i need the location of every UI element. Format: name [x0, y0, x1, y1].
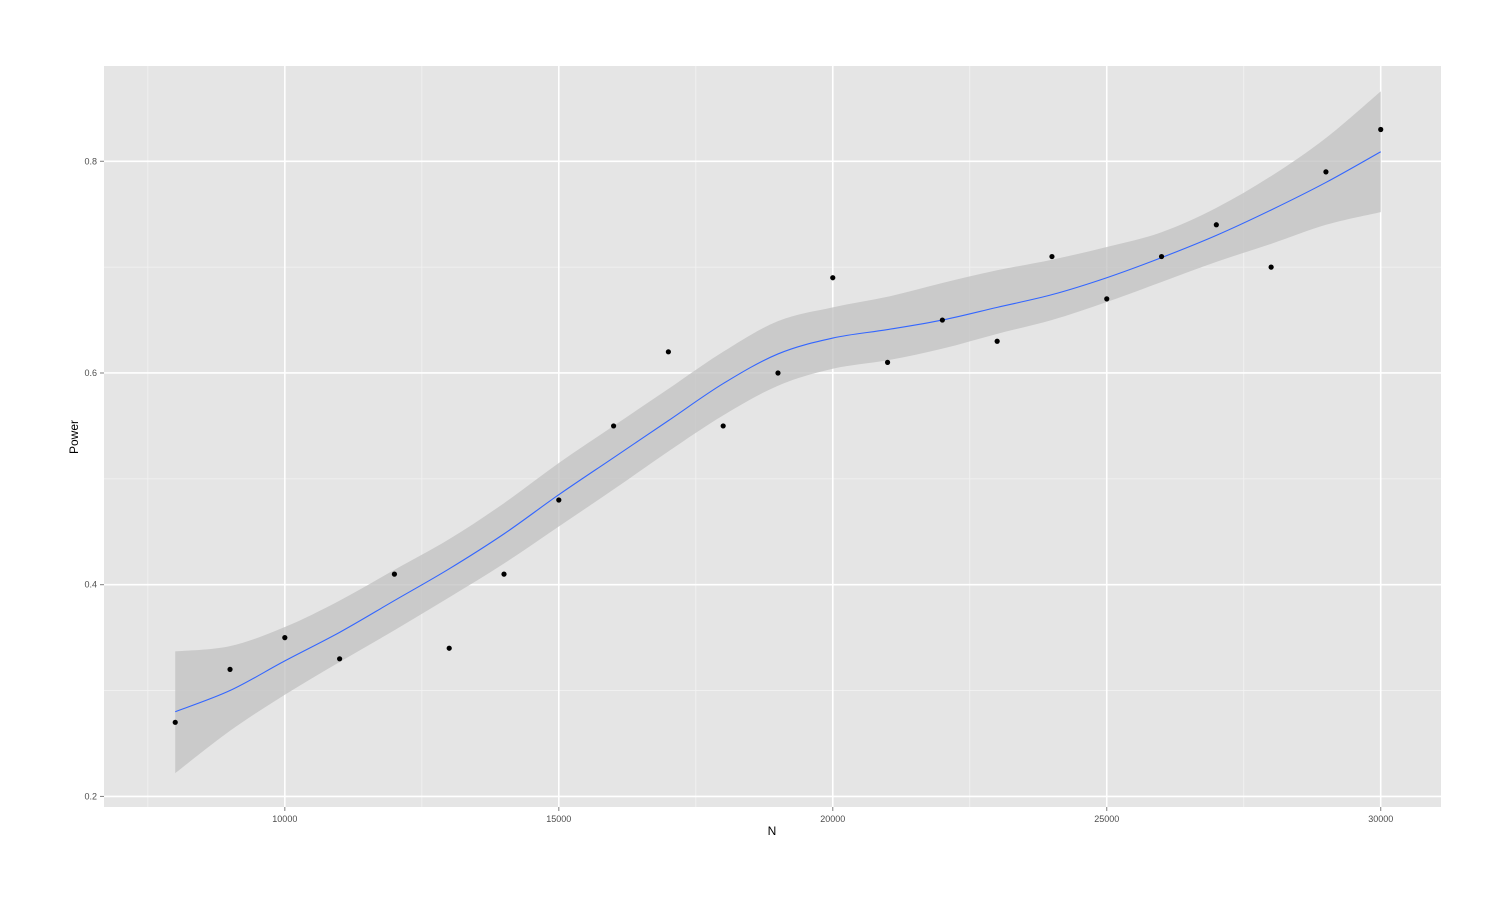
data-point	[446, 645, 452, 651]
data-point	[830, 275, 836, 281]
x-tick-label: 30000	[1368, 814, 1393, 824]
data-point	[775, 370, 781, 376]
y-axis: 0.2 0.4 0.6 0.8	[84, 156, 104, 801]
x-axis-title: N	[768, 824, 777, 838]
data-point	[391, 571, 398, 577]
data-point	[1323, 169, 1329, 175]
data-point	[1378, 126, 1384, 133]
data-point	[1104, 296, 1110, 302]
data-point	[1158, 253, 1165, 260]
data-point	[227, 666, 233, 672]
data-point	[665, 349, 671, 355]
data-point	[1213, 222, 1219, 228]
data-point	[501, 571, 507, 577]
major-gridlines	[104, 66, 1441, 807]
y-tick-label: 0.6	[84, 368, 97, 378]
minor-gridlines	[104, 66, 1441, 807]
data-point	[1268, 264, 1274, 270]
data-point	[1049, 253, 1055, 260]
plot-panel	[104, 66, 1441, 807]
y-axis-title: Power	[67, 420, 81, 454]
confidence-band	[175, 91, 1381, 774]
x-tick-label: 25000	[1094, 814, 1119, 824]
data-point	[994, 338, 1000, 344]
y-tick-label: 0.2	[84, 791, 97, 801]
y-tick-label: 0.4	[84, 580, 97, 590]
data-point	[337, 656, 343, 662]
data-point	[939, 317, 945, 323]
data-point	[610, 423, 617, 429]
data-point	[172, 719, 178, 725]
data-point	[720, 423, 726, 429]
data-points	[172, 126, 1384, 725]
x-tick-label: 10000	[272, 814, 297, 824]
data-point	[884, 359, 891, 365]
x-tick-label: 20000	[820, 814, 845, 824]
x-axis: 10000 15000 20000 25000 30000	[272, 807, 1393, 824]
data-point	[556, 497, 562, 503]
smooth-line	[175, 151, 1381, 713]
data-point	[282, 635, 288, 641]
y-tick-label: 0.8	[84, 156, 97, 166]
x-tick-label: 15000	[546, 814, 571, 824]
